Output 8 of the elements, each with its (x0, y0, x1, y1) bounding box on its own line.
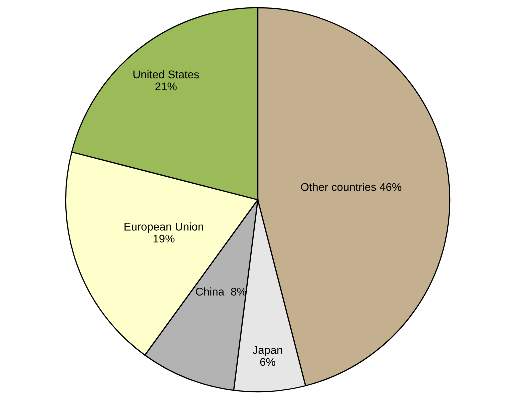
data-label: 21% (156, 82, 177, 91)
slice-label: Japan (252, 346, 282, 356)
data-label: 19% (154, 234, 175, 243)
slice-label: China 8% (196, 288, 246, 296)
slice-label: United States (134, 70, 200, 79)
slice-label: European Union (124, 222, 204, 234)
slice-label: Other countries 46% (301, 183, 402, 192)
data-label: 6% (260, 358, 276, 366)
